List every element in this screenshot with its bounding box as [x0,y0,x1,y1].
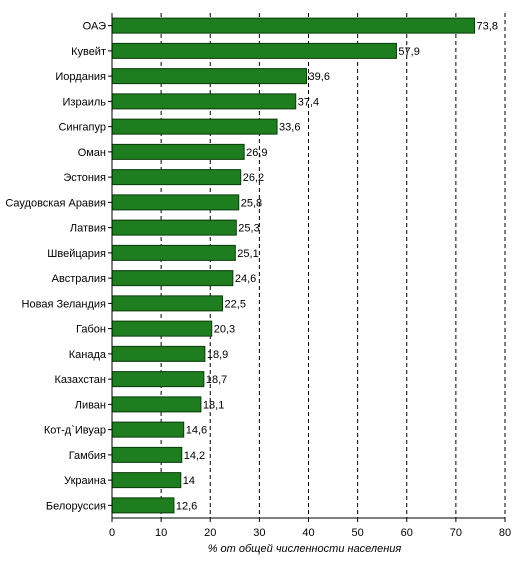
x-tick-labels: 0 10 20 30 40 50 60 70 80 [109,527,511,539]
x-tick-label: 0 [109,527,115,539]
category-labels: ОАЭ Кувейт Иордания Израиль Сингапур Оман Эсто… [5,21,107,513]
gridlines [111,13,506,522]
category-label: Сингапур [58,122,106,134]
bar [111,421,185,438]
bar [111,371,205,388]
category-label: Саудовская Аравия [5,197,106,209]
bar [111,118,278,135]
value-label: 33,6 [279,122,300,134]
value-label: 25,3 [238,223,259,235]
bar [111,396,202,413]
value-label: 14,6 [186,425,207,437]
value-label: 37,4 [298,96,319,108]
value-label: 25,1 [237,248,258,260]
category-label: Кот-д`Ивуар [44,425,106,437]
category-label: Кувейт [71,46,106,58]
bar [111,295,224,312]
category-label: Канада [69,349,107,361]
value-label: 24,6 [235,273,256,285]
category-label: Иордания [55,71,106,83]
bar [111,169,242,186]
value-label: 12,6 [176,500,197,512]
x-tick-label: 20 [204,527,216,539]
bars [108,17,476,514]
value-label: 18,9 [207,349,228,361]
bar [111,345,206,362]
category-label: ОАЭ [83,21,106,33]
value-label: 20,3 [214,324,235,336]
x-tick-label: 40 [302,527,314,539]
axes [111,13,505,519]
value-label: 14 [183,475,195,487]
bar [111,320,213,337]
x-tick-label: 70 [450,527,462,539]
category-label: Гамбия [69,450,106,462]
value-label: 26,2 [243,172,264,184]
value-label: 57,9 [398,46,419,58]
category-label: Латвия [70,223,106,235]
x-tick-label: 80 [499,527,511,539]
category-label: Австралия [52,273,106,285]
category-label: Ливан [75,399,106,411]
x-tick-label: 30 [253,527,265,539]
value-label: 39,6 [309,71,330,83]
category-label: Эстония [63,172,106,184]
value-label: 25,8 [241,197,262,209]
category-label: Оман [78,147,106,159]
bar [111,244,236,261]
bar [111,472,182,489]
bar [111,68,308,85]
category-label: Габон [76,324,106,336]
bar [111,194,240,211]
value-label: 22,5 [225,298,246,310]
value-label: 73,8 [477,21,498,33]
value-label: 26,9 [246,147,267,159]
bar [111,93,297,110]
value-labels: 73,8 57,9 39,6 37,4 33,6 26,9 26,2 25,8 25,3 25,1… [176,21,498,513]
bar [111,17,476,34]
x-tick-label: 10 [155,527,167,539]
value-label: 14,2 [184,450,205,462]
value-label: 18,1 [203,399,224,411]
x-tick-label: 60 [401,527,413,539]
bar [111,497,175,514]
category-label: Казахстан [54,374,106,386]
x-tick-label: 50 [352,527,364,539]
category-label: Украина [64,475,107,487]
bar [111,270,234,287]
bar [111,446,183,463]
bar [111,219,237,236]
x-axis-title: % от общей численности населения [208,543,402,555]
category-label: Израиль [63,96,107,108]
category-label: Белоруссия [46,500,106,512]
bar [111,143,245,160]
category-label: Швейцария [47,248,106,260]
value-label: 18,7 [206,374,227,386]
category-label: Новая Зеландия [22,298,106,310]
bar [111,42,397,59]
